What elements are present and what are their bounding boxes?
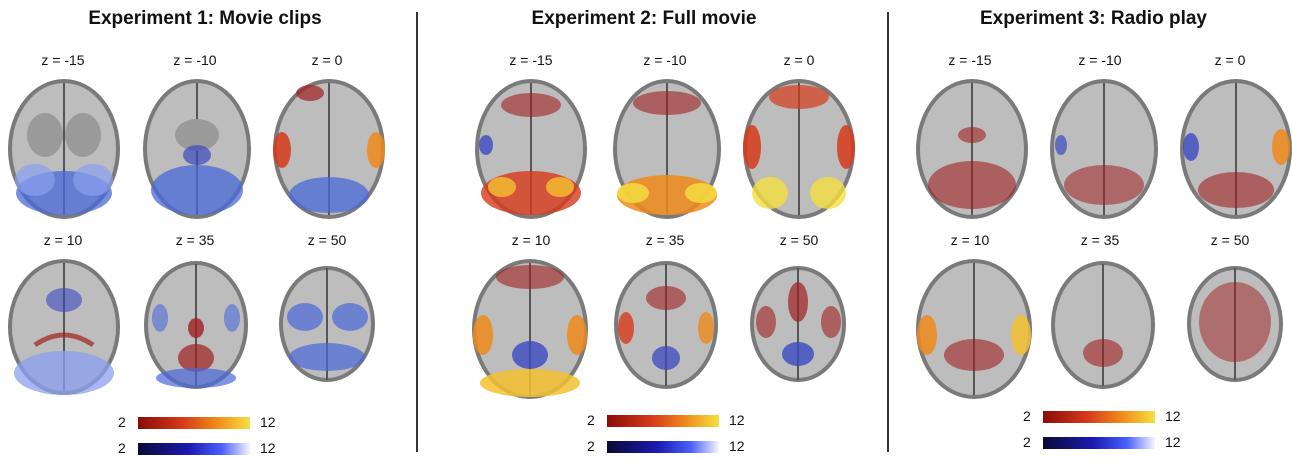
slice-label: z = 35 bbox=[175, 232, 215, 248]
negative-colorbar: 2 12 bbox=[1015, 432, 1195, 454]
slice-label: z = -15 bbox=[948, 52, 992, 68]
brain-slice-image bbox=[614, 261, 718, 389]
brain-slice-image bbox=[750, 266, 846, 382]
experiment-3-panel: Experiment 3: Radio play z = -15 z = -10… bbox=[895, 0, 1292, 457]
brain-slice-image bbox=[279, 266, 375, 382]
slice-label: z = -15 bbox=[41, 52, 85, 68]
experiment-2-panel: Experiment 2: Full movie z = -15 z = -10… bbox=[424, 0, 864, 457]
panel-title: Experiment 3: Radio play bbox=[979, 8, 1207, 29]
brain-slice-image bbox=[143, 79, 251, 219]
positive-colorbar: 2 12 bbox=[110, 412, 290, 434]
panel-divider bbox=[887, 12, 889, 452]
brain-slice-image bbox=[916, 259, 1032, 399]
colorbar-min: 2 bbox=[1023, 408, 1031, 424]
colorbar-gradient bbox=[1043, 411, 1155, 423]
colorbar-max: 12 bbox=[1165, 408, 1181, 424]
brain-slice-image bbox=[1050, 79, 1158, 219]
brain-slice-image bbox=[273, 79, 385, 219]
positive-colorbar: 2 12 bbox=[579, 410, 759, 432]
panel-title: Experiment 1: Movie clips bbox=[88, 8, 322, 29]
colorbar-max: 12 bbox=[729, 412, 745, 428]
slice-label: z = 10 bbox=[950, 232, 990, 248]
slice-label: z = 0 bbox=[1214, 52, 1246, 68]
brain-slice-image bbox=[472, 259, 588, 399]
slice-label: z = -10 bbox=[643, 52, 687, 68]
colorbar-max: 12 bbox=[260, 414, 276, 430]
colorbar-min: 2 bbox=[118, 414, 126, 430]
negative-colorbar: 2 12 bbox=[579, 436, 759, 458]
slice-label: z = 10 bbox=[43, 232, 83, 248]
brain-slice-image bbox=[1051, 261, 1155, 389]
brain-slice-image bbox=[8, 79, 120, 219]
brain-slice-image bbox=[613, 79, 721, 219]
colorbar-gradient bbox=[1043, 437, 1155, 449]
colorbar-min: 2 bbox=[587, 438, 595, 454]
slice-label: z = 10 bbox=[511, 232, 551, 248]
brain-slice-image bbox=[1180, 79, 1292, 219]
panel-divider bbox=[416, 12, 418, 452]
slice-label: z = 50 bbox=[307, 232, 347, 248]
slice-label: z = -10 bbox=[173, 52, 217, 68]
brain-slice-image bbox=[475, 79, 587, 219]
slice-label: z = 50 bbox=[1210, 232, 1250, 248]
colorbar-min: 2 bbox=[118, 440, 126, 456]
colorbar-min: 2 bbox=[587, 412, 595, 428]
slice-label: z = 35 bbox=[1080, 232, 1120, 248]
slice-label: z = 0 bbox=[783, 52, 815, 68]
brain-slice-image bbox=[743, 79, 855, 219]
slice-label: z = 0 bbox=[311, 52, 343, 68]
brain-slice-image bbox=[144, 261, 248, 389]
colorbar-max: 12 bbox=[729, 438, 745, 454]
slice-label: z = 35 bbox=[645, 232, 685, 248]
colorbar-gradient bbox=[138, 443, 250, 455]
experiment-1-panel: Experiment 1: Movie clips z = -15 z = -1… bbox=[0, 0, 410, 457]
colorbar-gradient bbox=[607, 415, 719, 427]
slice-label: z = -15 bbox=[509, 52, 553, 68]
slice-label: z = -10 bbox=[1078, 52, 1122, 68]
colorbar-max: 12 bbox=[260, 440, 276, 456]
positive-colorbar: 2 12 bbox=[1015, 406, 1195, 428]
colorbar-max: 12 bbox=[1165, 434, 1181, 450]
brain-slice-image bbox=[1187, 266, 1283, 382]
brain-slice-image bbox=[916, 79, 1028, 219]
colorbar-gradient bbox=[138, 417, 250, 429]
colorbar-gradient bbox=[607, 441, 719, 453]
panel-title: Experiment 2: Full movie bbox=[531, 8, 757, 29]
negative-colorbar: 2 12 bbox=[110, 438, 290, 460]
brain-slice-image bbox=[8, 259, 120, 395]
colorbar-min: 2 bbox=[1023, 434, 1031, 450]
slice-label: z = 50 bbox=[779, 232, 819, 248]
